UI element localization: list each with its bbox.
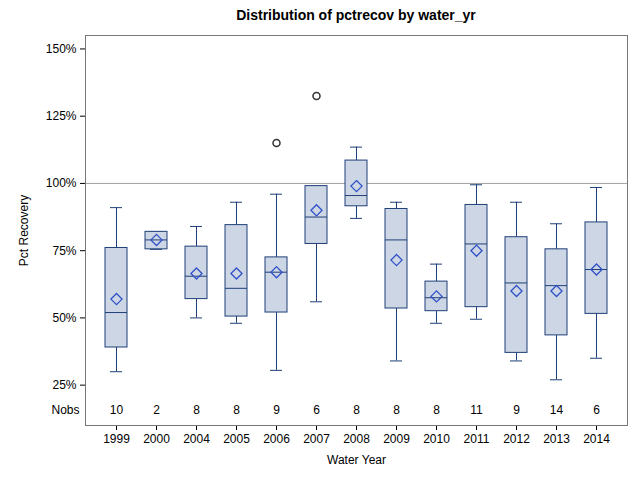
svg-text:2010: 2010 <box>423 432 450 446</box>
svg-text:2013: 2013 <box>543 432 570 446</box>
svg-text:100%: 100% <box>46 176 77 190</box>
svg-text:2014: 2014 <box>583 432 610 446</box>
svg-text:8: 8 <box>353 403 360 417</box>
svg-text:2000: 2000 <box>143 432 170 446</box>
svg-text:8: 8 <box>233 403 240 417</box>
svg-text:Nobs: Nobs <box>51 403 79 417</box>
svg-text:2005: 2005 <box>223 432 250 446</box>
svg-text:1999: 1999 <box>103 432 130 446</box>
svg-text:2008: 2008 <box>343 432 370 446</box>
svg-text:50%: 50% <box>52 311 76 325</box>
svg-text:2006: 2006 <box>263 432 290 446</box>
svg-text:150%: 150% <box>46 42 77 56</box>
svg-text:8: 8 <box>433 403 440 417</box>
svg-text:9: 9 <box>513 403 520 417</box>
svg-text:2007: 2007 <box>303 432 330 446</box>
svg-text:6: 6 <box>313 403 320 417</box>
html-text:Distribution of pctrecov by wa: Distribution of pctrecov by water_yr <box>236 7 476 23</box>
svg-text:Water Year: Water Year <box>327 453 386 467</box>
svg-text:6: 6 <box>593 403 600 417</box>
svg-text:9: 9 <box>273 403 280 417</box>
svg-text:25%: 25% <box>52 378 76 392</box>
svg-text:2011: 2011 <box>464 432 490 446</box>
svg-text:Pct Recovery: Pct Recovery <box>17 195 31 266</box>
svg-text:10: 10 <box>110 403 124 417</box>
svg-text:14: 14 <box>550 403 564 417</box>
svg-text:8: 8 <box>393 403 400 417</box>
svg-text:2009: 2009 <box>383 432 410 446</box>
svg-text:8: 8 <box>193 403 200 417</box>
svg-text:2: 2 <box>153 403 160 417</box>
svg-text:2004: 2004 <box>183 432 210 446</box>
svg-text:75%: 75% <box>52 244 76 258</box>
svg-text:11: 11 <box>470 403 483 417</box>
svg-text:125%: 125% <box>46 109 77 123</box>
svg-text:2012: 2012 <box>503 432 530 446</box>
